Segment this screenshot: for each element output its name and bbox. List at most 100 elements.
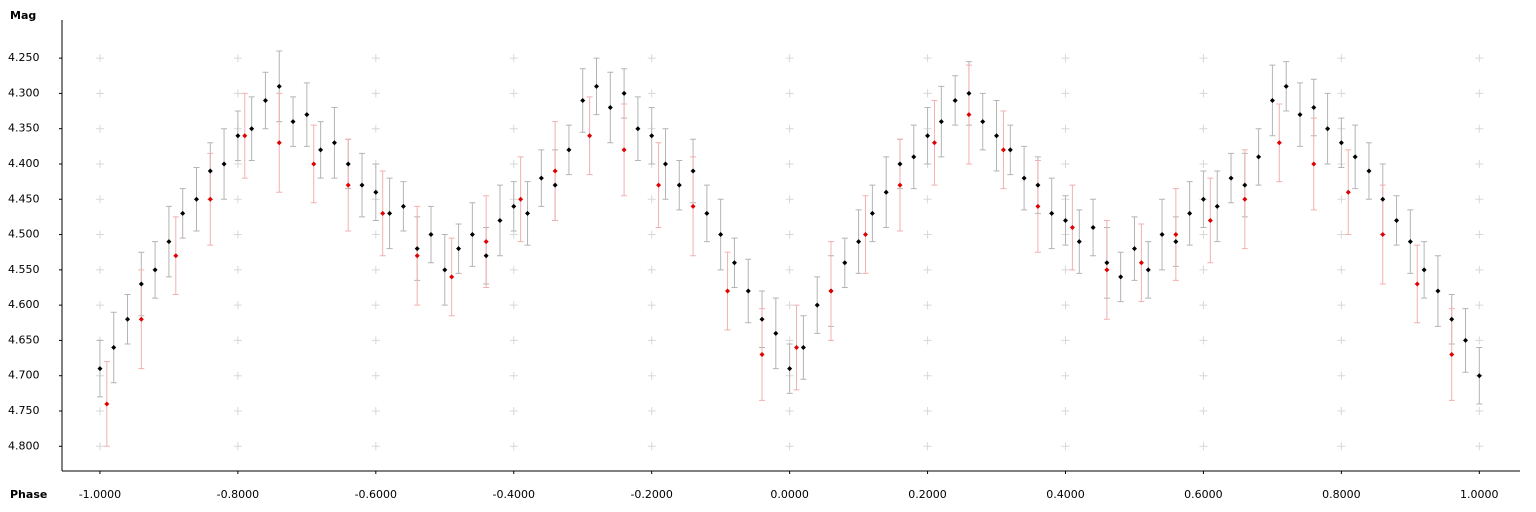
data-point <box>414 246 420 252</box>
grid-cross <box>1061 442 1070 451</box>
grid-cross <box>1061 265 1070 274</box>
data-point <box>966 112 972 118</box>
data-point <box>1145 267 1151 273</box>
data-point <box>676 182 682 188</box>
data-point <box>649 133 655 139</box>
grid-cross <box>1337 89 1346 98</box>
data-point <box>869 210 875 216</box>
data-point <box>497 217 503 223</box>
data-point <box>1104 260 1110 266</box>
grid-cross <box>509 159 518 168</box>
data-point <box>111 344 117 350</box>
grid-cross <box>371 301 380 310</box>
data-point <box>1242 196 1248 202</box>
data-point <box>952 97 958 103</box>
grid-cross <box>1199 301 1208 310</box>
data-point <box>745 288 751 294</box>
grid-cross <box>923 89 932 98</box>
data-point <box>1035 203 1041 209</box>
data-point <box>1269 97 1275 103</box>
x-tick-label: 1.0000 <box>1460 488 1499 501</box>
data-point <box>1380 196 1386 202</box>
grid-cross <box>95 265 104 274</box>
grid-cross <box>509 230 518 239</box>
y-tick-label: 4.400 <box>8 157 40 170</box>
data-point <box>1173 232 1179 238</box>
grid-cross <box>95 89 104 98</box>
data-point <box>862 232 868 238</box>
data-point <box>345 161 351 167</box>
data-point <box>587 133 593 139</box>
grid-cross <box>1199 124 1208 133</box>
grid-cross <box>1475 89 1484 98</box>
grid-cross <box>785 265 794 274</box>
data-point <box>125 316 131 322</box>
grid-cross <box>95 407 104 416</box>
data-point <box>331 140 337 146</box>
grid-cross <box>785 89 794 98</box>
data-point <box>428 232 434 238</box>
data-point <box>518 196 524 202</box>
data-point <box>1338 140 1344 146</box>
grid-cross <box>371 371 380 380</box>
data-point <box>656 182 662 188</box>
data-point <box>173 253 179 259</box>
grid-cross <box>923 265 932 274</box>
data-point <box>380 210 386 216</box>
grid-cross <box>1475 159 1484 168</box>
grid-cross <box>785 301 794 310</box>
x-tick-label: -0.4000 <box>493 488 535 501</box>
grid-cross <box>1061 124 1070 133</box>
grid-cross <box>509 371 518 380</box>
grid-cross <box>371 89 380 98</box>
data-point <box>566 147 572 153</box>
grid-cross <box>785 442 794 451</box>
data-point <box>538 175 544 181</box>
data-point <box>814 302 820 308</box>
data-point <box>276 140 282 146</box>
x-tick-label: 0.8000 <box>1322 488 1361 501</box>
data-point <box>1311 105 1317 111</box>
data-point <box>1076 239 1082 245</box>
grid-cross <box>647 301 656 310</box>
data-point <box>1242 182 1248 188</box>
data-point <box>662 161 668 167</box>
grid-cross <box>1199 407 1208 416</box>
data-point <box>442 267 448 273</box>
grid-cross <box>233 371 242 380</box>
data-point <box>552 182 558 188</box>
grid-cross <box>233 159 242 168</box>
data-point <box>525 210 531 216</box>
grid-cross <box>1337 407 1346 416</box>
data-point <box>911 154 917 160</box>
grid-cross <box>1475 442 1484 451</box>
grid-cross <box>1061 54 1070 63</box>
x-tick-label: -0.8000 <box>217 488 259 501</box>
data-point <box>621 90 627 96</box>
x-tick-label: 0.0000 <box>770 488 809 501</box>
grid-cross <box>1199 336 1208 345</box>
x-tick-label: -1.0000 <box>79 488 121 501</box>
data-point <box>1138 260 1144 266</box>
grid-cross <box>1061 89 1070 98</box>
y-axis-label: Mag <box>10 9 36 22</box>
y-tick-label: 4.700 <box>8 369 40 382</box>
grid-cross <box>233 442 242 451</box>
data-point <box>621 147 627 153</box>
data-point <box>138 281 144 287</box>
grid-cross <box>785 124 794 133</box>
grid-cross <box>509 54 518 63</box>
grid-cross <box>1337 54 1346 63</box>
grid-cross <box>1337 442 1346 451</box>
grid-cross <box>1061 159 1070 168</box>
grid-cross <box>509 301 518 310</box>
grid-cross <box>1475 301 1484 310</box>
y-tick-label: 4.800 <box>8 439 40 452</box>
data-point <box>966 90 972 96</box>
data-point <box>773 330 779 336</box>
grid-cross <box>95 195 104 204</box>
grid-cross <box>785 54 794 63</box>
grid-cross <box>95 230 104 239</box>
grid-cross <box>1475 54 1484 63</box>
grid-cross <box>233 54 242 63</box>
